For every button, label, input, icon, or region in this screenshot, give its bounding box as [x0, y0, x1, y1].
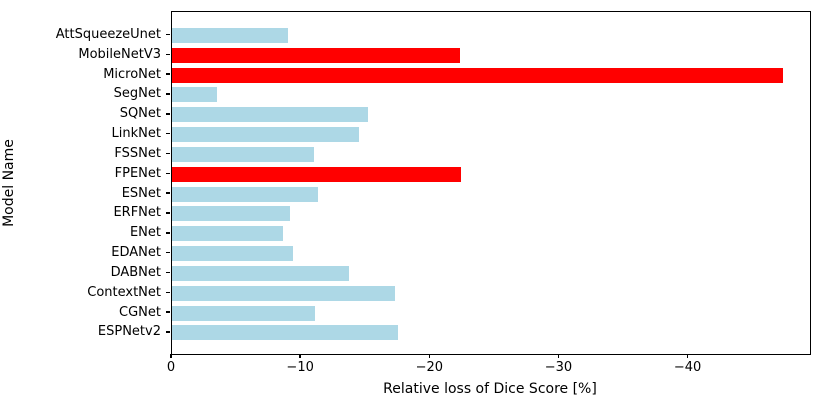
y-tick-mark — [166, 212, 170, 214]
y-tick-label: FSSNet — [114, 145, 161, 161]
y-tick-mark — [166, 152, 170, 155]
y-tick-label: EDANet — [111, 245, 161, 261]
y-tick-mark — [166, 291, 170, 294]
y-tick-mark — [166, 132, 170, 135]
y-tick-mark — [166, 232, 170, 234]
bar-fssnet — [172, 146, 315, 162]
y-tick-mark — [166, 331, 170, 333]
y-tick-label: AttSqueezeUnet — [55, 27, 161, 42]
y-axis-label: Model Name — [1, 139, 17, 227]
y-tick-mark — [166, 93, 170, 95]
x-tick-mark — [428, 354, 431, 358]
y-tick-label: MobileNetV3 — [78, 46, 161, 62]
x-tick-mark — [299, 354, 301, 358]
bar-attsqueezeunet — [172, 28, 289, 43]
y-tick-mark — [166, 33, 170, 36]
bar-espnetv2 — [172, 325, 398, 341]
bar-micronet — [172, 67, 783, 83]
y-tick-mark — [166, 251, 170, 254]
y-tick-mark — [166, 113, 170, 115]
x-tick-label: −40 — [673, 360, 702, 375]
y-tick-label: ESNet — [121, 185, 161, 201]
y-tick-label: ERFNet — [113, 205, 161, 221]
bar-edanet — [172, 246, 294, 262]
bar-enet — [172, 226, 284, 242]
y-tick-label: CGNet — [119, 304, 161, 320]
bar-linknet — [172, 127, 360, 143]
y-tick-mark — [166, 192, 170, 194]
x-tick-mark — [557, 354, 560, 358]
bar-sqnet — [172, 107, 369, 123]
bar-segnet — [172, 87, 218, 103]
y-tick-mark — [166, 73, 170, 75]
x-tick-mark — [686, 354, 689, 358]
y-tick-label: MicroNet — [103, 66, 161, 82]
x-axis-label: Relative loss of Dice Score [%] — [383, 381, 597, 397]
y-tick-label: ENet — [129, 225, 161, 241]
y-tick-label: ESPNetv2 — [97, 324, 161, 340]
x-tick-label: −30 — [544, 360, 573, 375]
bar-fpenet — [172, 166, 462, 182]
bar-erfnet — [172, 206, 290, 222]
y-tick-mark — [166, 172, 170, 175]
x-tick-label: 0 — [166, 360, 176, 375]
x-tick-label: −10 — [286, 360, 314, 375]
x-tick-label: −20 — [415, 360, 444, 375]
x-tick-mark — [170, 354, 172, 358]
plot-area — [171, 11, 811, 355]
y-tick-label: ContextNet — [87, 284, 161, 300]
bar-mobilenetv3 — [172, 47, 460, 63]
y-tick-label: DABNet — [110, 264, 161, 280]
bar-esnet — [172, 186, 318, 202]
y-tick-mark — [166, 311, 170, 313]
bar-contextnet — [172, 285, 396, 301]
y-tick-label: SQNet — [119, 106, 161, 122]
bar-dabnet — [172, 265, 349, 281]
y-tick-mark — [166, 53, 170, 56]
bar-cgnet — [172, 305, 316, 321]
y-tick-label: LinkNet — [111, 126, 161, 142]
y-tick-label: SegNet — [113, 86, 161, 102]
y-tick-label: FPENet — [114, 165, 161, 181]
y-tick-mark — [166, 271, 170, 274]
